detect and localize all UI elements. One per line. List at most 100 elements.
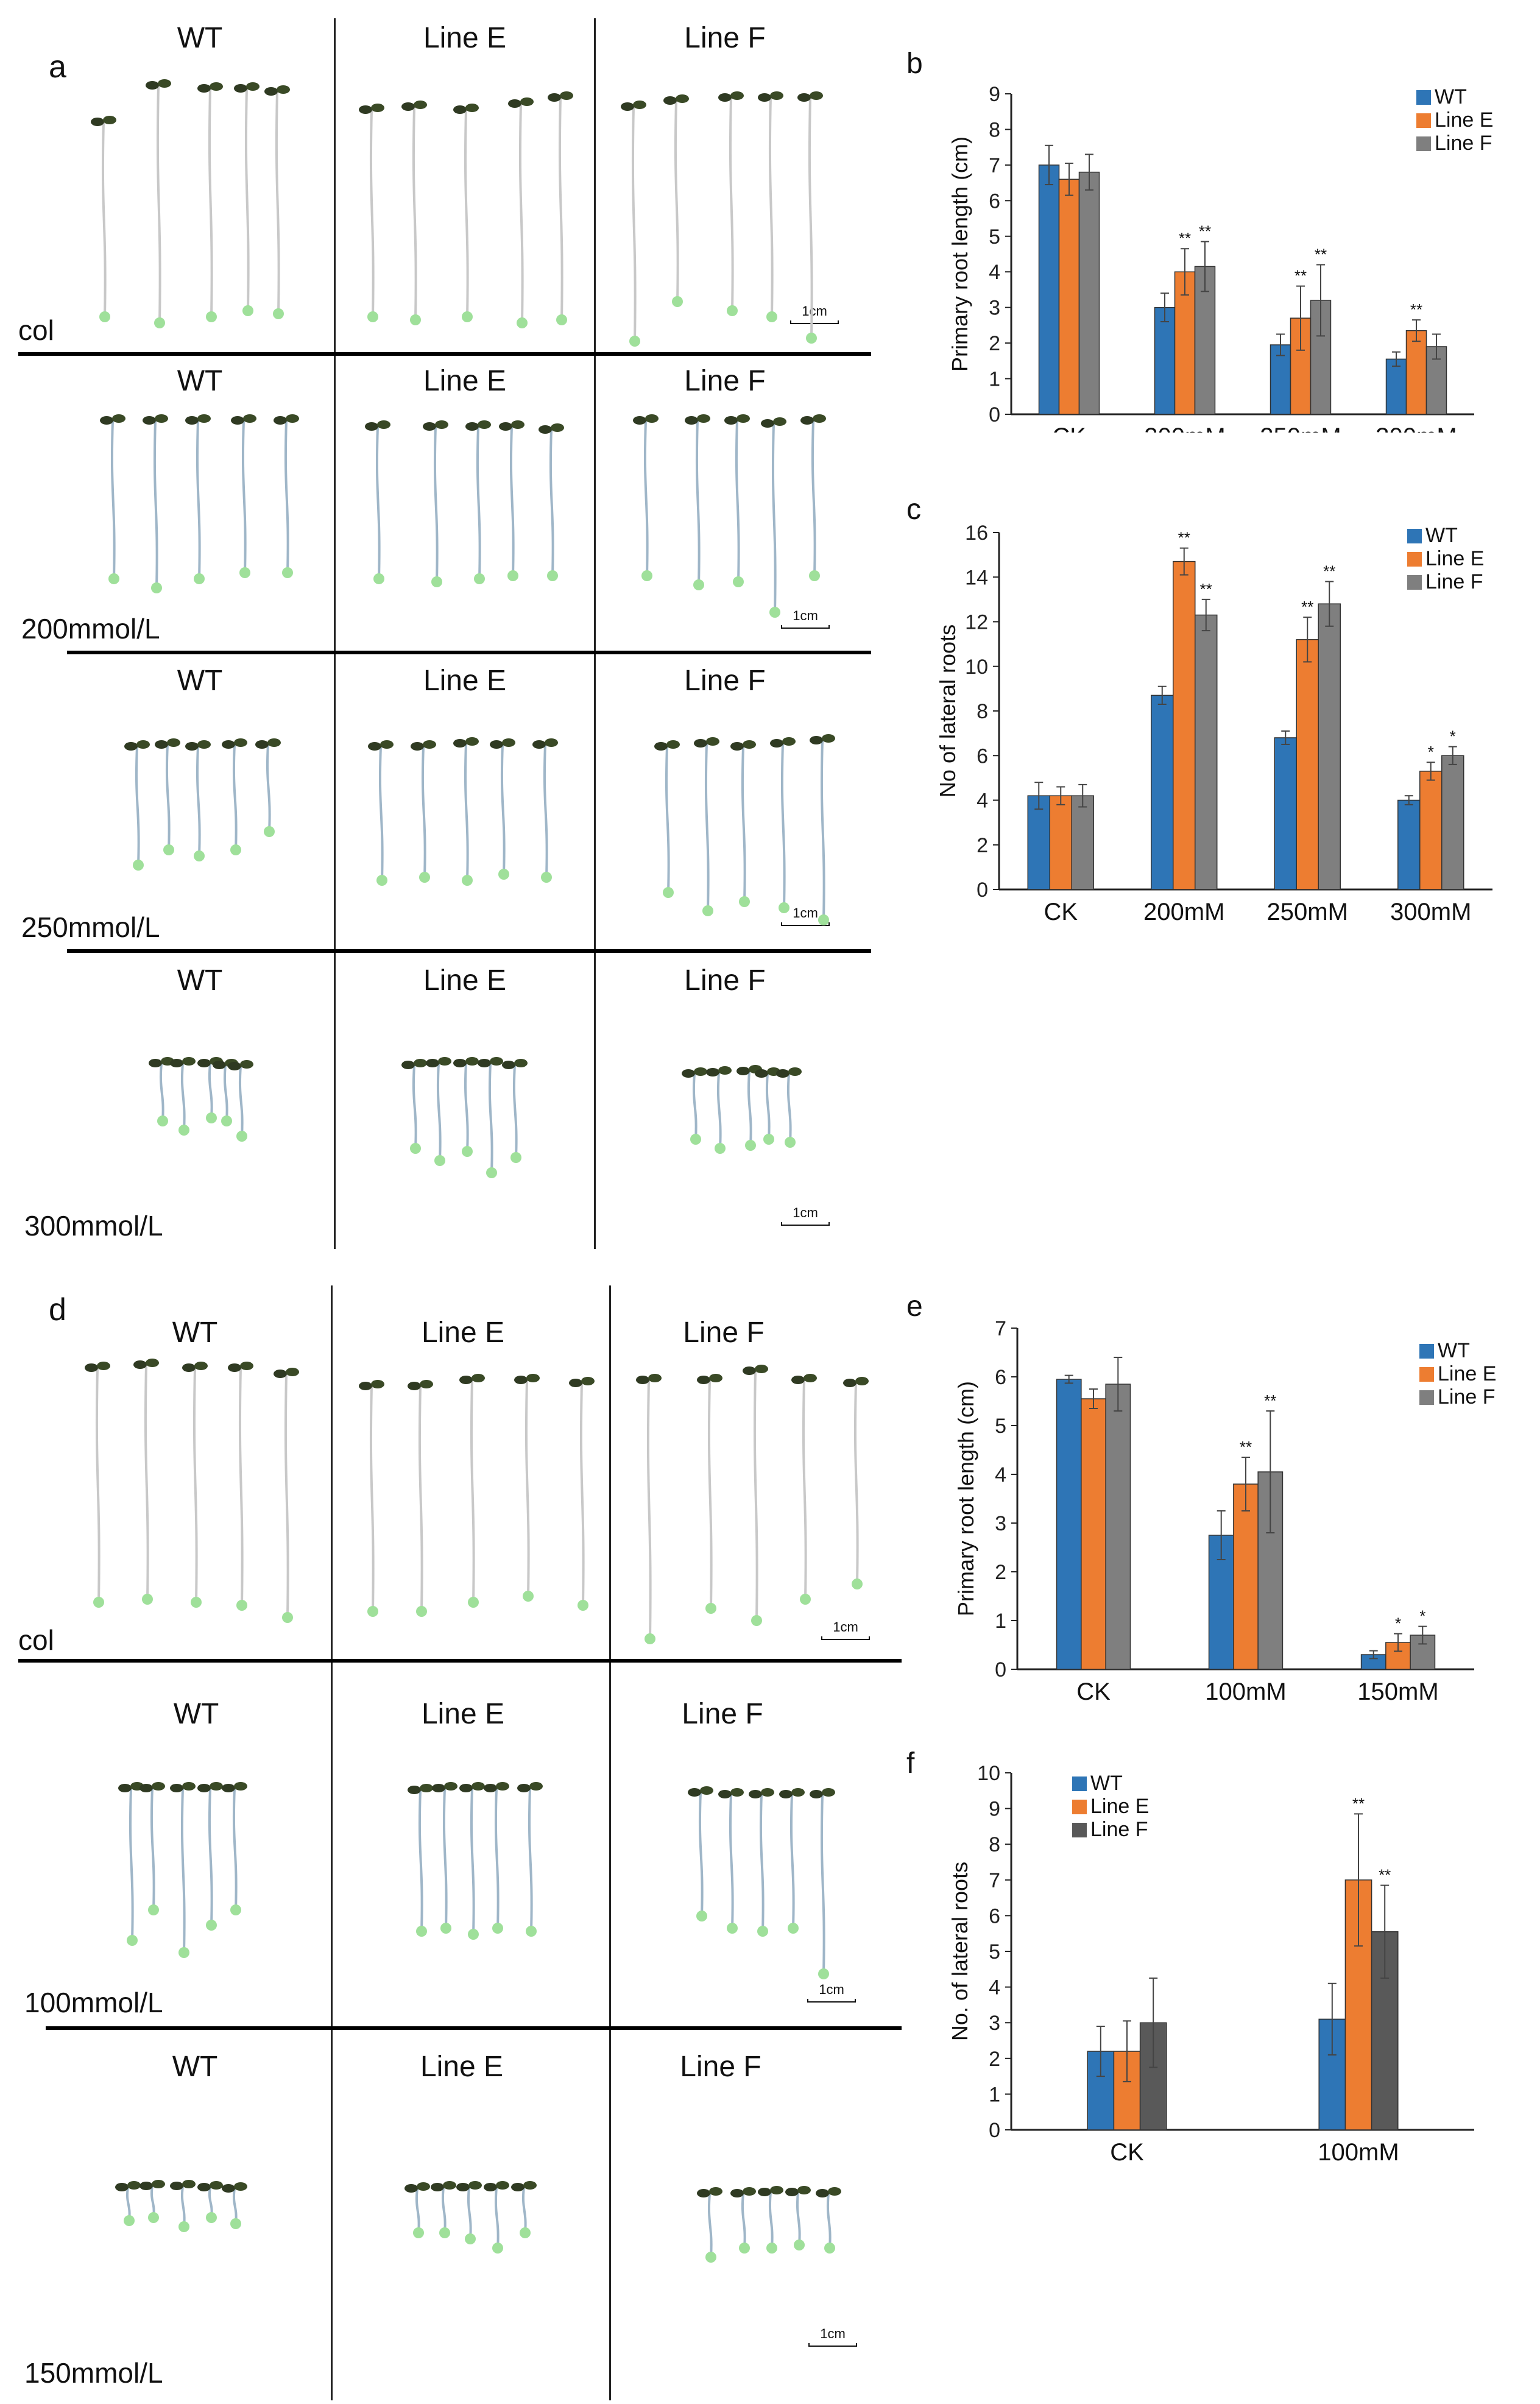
seedling [791, 1374, 817, 1605]
column-divider [331, 1285, 333, 2400]
x-tick-label: 100mM [1318, 2139, 1399, 2166]
row-divider [67, 949, 871, 953]
seedling [408, 1380, 433, 1617]
y-tick-label: 16 [965, 521, 988, 545]
seedling [431, 2181, 456, 2238]
seedling [133, 1359, 159, 1605]
bar-wt [1027, 795, 1051, 890]
column-label-line-e: Line E [420, 2051, 504, 2083]
x-tick-label: 200mM [1144, 423, 1225, 433]
seedling [697, 2187, 722, 2263]
y-tick-label: 1 [989, 368, 1000, 391]
column-label-line-f: Line F [684, 964, 766, 997]
seedling [663, 94, 689, 307]
seedling [682, 1067, 707, 1145]
y-tick-label: 5 [995, 1415, 1006, 1438]
x-tick-label: 250mM [1260, 423, 1341, 433]
y-tick-label: 7 [989, 154, 1000, 177]
legend-label: WT [1435, 85, 1467, 108]
column-label-wt: WT [177, 964, 223, 997]
column-label-line-f: Line F [684, 365, 766, 397]
seedling [170, 2180, 196, 2232]
significance-marker: ** [1315, 246, 1327, 264]
panel-letter-a: a [49, 49, 66, 85]
seedling-photographs-d [85, 1359, 869, 2263]
seedling-photographs-a [91, 79, 835, 1178]
seedling [170, 1782, 196, 1958]
seedling [810, 734, 835, 925]
row-label-150mmol: 150mmol/L [24, 2357, 163, 2389]
bar-line-e [1058, 179, 1080, 415]
x-tick-label: CK [1076, 1678, 1111, 1705]
bar-line-e [1233, 1483, 1259, 1670]
seedling [749, 1788, 774, 1937]
seedling [453, 737, 479, 886]
column-label-line-f: Line F [682, 1698, 763, 1730]
panel-letter-f: f [906, 1748, 915, 1780]
y-axis-label: No of lateral roots [935, 624, 960, 797]
row-label-col: col [18, 314, 54, 346]
seedling [465, 420, 491, 584]
significance-marker: * [1450, 727, 1456, 746]
y-tick-label: 1 [989, 2083, 1000, 2106]
y-tick-label: 8 [977, 700, 988, 723]
seedling [776, 1067, 802, 1148]
y-tick-label: 6 [977, 744, 988, 768]
row-divider [67, 651, 871, 654]
panel-letter-c: c [906, 493, 921, 526]
seedling [197, 1782, 223, 1931]
seedling [368, 740, 394, 886]
column-label-wt: WT [177, 665, 223, 697]
chart-b-primary-root-length: b 0 1 2 3 4 5 6 7 8 9 Primary root length (cm) CK ** *… [906, 48, 1493, 433]
bar-wt [1056, 1379, 1082, 1670]
y-tick-label: 9 [989, 1798, 1000, 1821]
y-tick-label: 0 [989, 403, 1000, 426]
x-tick-label: CK [1044, 899, 1078, 925]
seedling [411, 740, 436, 883]
seedling [688, 1786, 713, 1921]
seedling [569, 1377, 595, 1611]
row-divider [46, 2026, 902, 2030]
column-label-line-e: Line E [423, 964, 507, 997]
legend-label: Line F [1435, 132, 1492, 155]
bar-line-f [1425, 346, 1447, 415]
seedling [155, 738, 180, 855]
chart-f-lateral-roots: f 0 1 2 3 4 5 6 7 8 9 10 No. of lateral roots CK ** ** 1… [906, 1748, 1474, 2166]
legend-swatch [1416, 136, 1431, 151]
seedling [758, 2186, 783, 2254]
column-label-wt: WT [177, 365, 223, 397]
seedling [146, 79, 171, 328]
seedling [810, 1788, 835, 1979]
seedling [274, 1368, 299, 1623]
legend-swatch [1416, 90, 1431, 105]
bar-line-f [1078, 171, 1100, 415]
legend-swatch [1407, 552, 1422, 567]
legend-label: WT [1438, 1339, 1470, 1362]
bar-line-f [1194, 614, 1218, 890]
seedling [185, 414, 211, 584]
significance-marker: ** [1379, 1866, 1391, 1884]
bar-line-e [1081, 1398, 1106, 1670]
seedling [514, 1374, 540, 1602]
column-label-line-e: Line E [423, 22, 507, 54]
seedling [490, 738, 515, 880]
legend-label: Line E [1438, 1362, 1496, 1385]
seedling [758, 91, 783, 322]
seedling [843, 1377, 869, 1589]
significance-marker: ** [1295, 267, 1307, 285]
y-axis-label: Primary root length (cm) [947, 136, 972, 372]
significance-marker: ** [1179, 229, 1191, 247]
seedling [197, 2181, 223, 2223]
column-label-line-f: Line F [684, 665, 766, 697]
seedling [124, 740, 150, 871]
seedling [816, 2187, 841, 2254]
legend-swatch [1419, 1344, 1434, 1359]
scale-bar: 1cm [781, 1205, 830, 1226]
y-tick-label: 0 [995, 1658, 1006, 1681]
y-tick-label: 7 [989, 1869, 1000, 1892]
panel-letter-d: d [49, 1292, 66, 1328]
seedling [359, 104, 384, 322]
seedling [170, 1057, 196, 1136]
bar-line-f [1441, 755, 1464, 890]
